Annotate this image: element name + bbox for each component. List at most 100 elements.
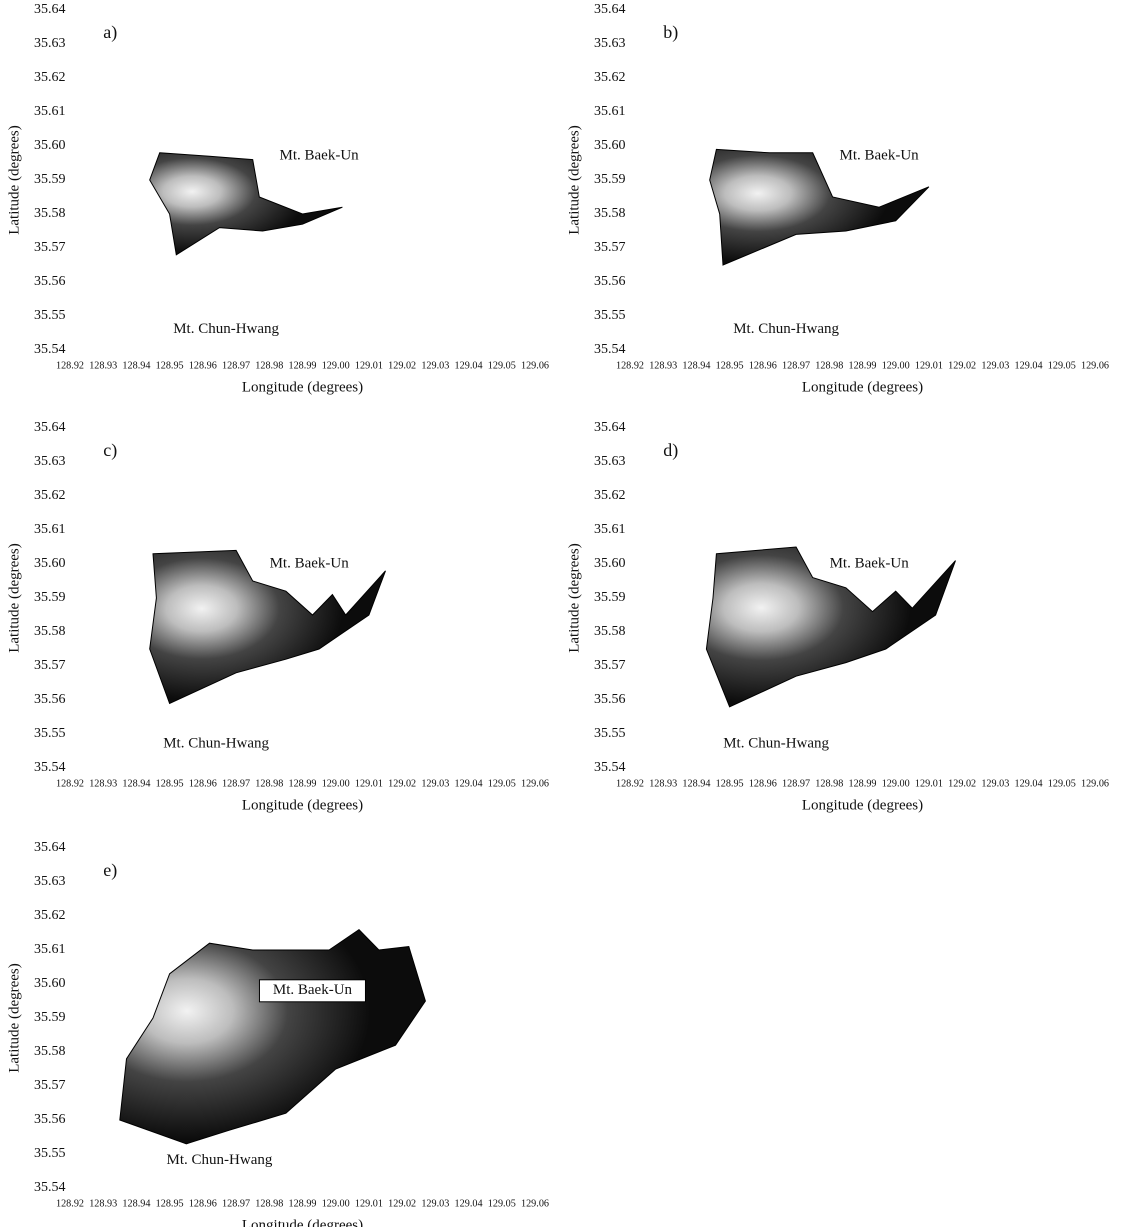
y-tick-label: 35.56 [34,1112,66,1127]
y-tick-label: 35.59 [34,590,66,605]
y-tick-label: 35.64 [34,840,66,855]
x-tick-label: 129.00 [322,778,350,789]
y-tick-label: 35.58 [34,1044,66,1059]
y-tick-label: 35.64 [594,420,626,435]
watershed-area [150,550,386,703]
x-tick-label: 128.95 [716,360,744,371]
panel-label: c) [103,440,117,461]
x-tick-label: 128.93 [89,778,117,789]
x-tick-label: 128.95 [716,778,744,789]
x-axis-label: Longitude (degrees) [802,379,923,395]
panel-label: e) [103,860,117,881]
y-tick-label: 35.55 [34,726,66,741]
x-tick-label: 129.06 [1081,360,1109,371]
y-tick-label: 35.64 [34,420,66,435]
x-tick-label: 129.00 [882,778,910,789]
x-tick-label: 128.92 [56,1198,84,1209]
x-tick-label: 128.99 [849,778,877,789]
place-name: Mt. Baek-Un [280,148,360,164]
y-tick-label: 35.57 [594,240,626,255]
x-tick-label: 129.05 [1048,778,1076,789]
y-axis-label: Latitude (degrees) [566,125,582,235]
place-name: Mt. Baek-Un [273,982,353,998]
y-tick-label: 35.54 [594,342,626,357]
x-axis-label: Longitude (degrees) [242,379,363,395]
y-tick-label: 35.57 [594,658,626,673]
place-name: Mt. Baek-Un [840,148,920,164]
y-axis-label: Latitude (degrees) [6,963,22,1073]
y-tick-label: 35.57 [34,1078,66,1093]
y-tick-label: 35.61 [594,522,626,537]
x-tick-label: 128.99 [289,778,317,789]
x-tick-label: 129.03 [421,1198,449,1209]
y-tick-label: 35.57 [34,658,66,673]
map-panel: 35.5435.5535.5635.5735.5835.5935.6035.61… [6,420,549,813]
y-tick-label: 35.64 [594,2,626,17]
place-name: Mt. Chun-Hwang [163,736,269,752]
x-tick-label: 128.99 [289,360,317,371]
y-tick-label: 35.63 [34,454,66,469]
watershed-area [150,153,343,255]
x-tick-label: 128.96 [749,778,777,789]
x-tick-label: 129.02 [948,778,976,789]
x-tick-label: 128.95 [156,360,184,371]
panel-label: a) [103,22,117,43]
x-axis-label: Longitude (degrees) [242,1217,363,1227]
place-name: Mt. Chun-Hwang [173,321,279,337]
x-tick-label: 129.01 [355,1198,383,1209]
y-tick-label: 35.61 [34,522,66,537]
y-tick-label: 35.62 [594,70,626,85]
x-axis-label: Longitude (degrees) [242,797,363,813]
y-tick-label: 35.59 [34,1010,66,1025]
x-tick-label: 128.97 [782,778,810,789]
x-tick-label: 128.96 [749,360,777,371]
x-tick-label: 129.00 [322,360,350,371]
y-tick-label: 35.63 [34,874,66,889]
y-axis-label: Latitude (degrees) [6,125,22,235]
x-tick-label: 128.98 [815,778,843,789]
x-tick-label: 129.01 [355,360,383,371]
y-tick-label: 35.63 [34,36,66,51]
x-tick-label: 128.94 [122,778,150,789]
x-tick-label: 129.06 [521,778,549,789]
y-tick-label: 35.56 [594,692,626,707]
y-tick-label: 35.55 [594,726,626,741]
x-tick-label: 129.06 [1081,778,1109,789]
x-tick-label: 128.92 [616,778,644,789]
y-tick-label: 35.58 [594,206,626,221]
x-tick-label: 128.93 [89,360,117,371]
y-tick-label: 35.58 [34,624,66,639]
x-tick-label: 129.04 [1015,360,1043,371]
map-panel: 35.5435.5535.5635.5735.5835.5935.6035.61… [6,2,549,395]
x-tick-label: 128.94 [122,1198,150,1209]
place-name: Mt. Chun-Hwang [167,1152,273,1168]
y-tick-label: 35.57 [34,240,66,255]
y-tick-label: 35.54 [34,1180,66,1195]
place-name: Mt. Chun-Hwang [733,321,839,337]
y-tick-label: 35.56 [594,274,626,289]
x-tick-label: 129.01 [915,778,943,789]
y-tick-label: 35.63 [594,36,626,51]
x-tick-label: 128.95 [156,778,184,789]
x-tick-label: 129.02 [388,1198,416,1209]
x-tick-label: 129.05 [488,1198,516,1209]
x-tick-label: 129.03 [981,360,1009,371]
x-tick-label: 129.05 [488,778,516,789]
x-tick-label: 128.92 [616,360,644,371]
y-tick-label: 35.60 [34,976,66,991]
y-tick-label: 35.62 [34,908,66,923]
x-tick-label: 128.96 [189,778,217,789]
x-tick-label: 128.97 [222,360,250,371]
y-tick-label: 35.58 [594,624,626,639]
x-tick-label: 129.02 [948,360,976,371]
y-axis-label: Latitude (degrees) [6,543,22,653]
x-tick-label: 129.03 [421,778,449,789]
x-tick-label: 129.01 [355,778,383,789]
x-tick-label: 129.00 [322,1198,350,1209]
y-tick-label: 35.61 [594,104,626,119]
x-tick-label: 128.95 [156,1198,184,1209]
panel-label: b) [663,22,678,43]
x-tick-label: 129.00 [882,360,910,371]
x-tick-label: 128.94 [682,778,710,789]
y-tick-label: 35.56 [34,692,66,707]
